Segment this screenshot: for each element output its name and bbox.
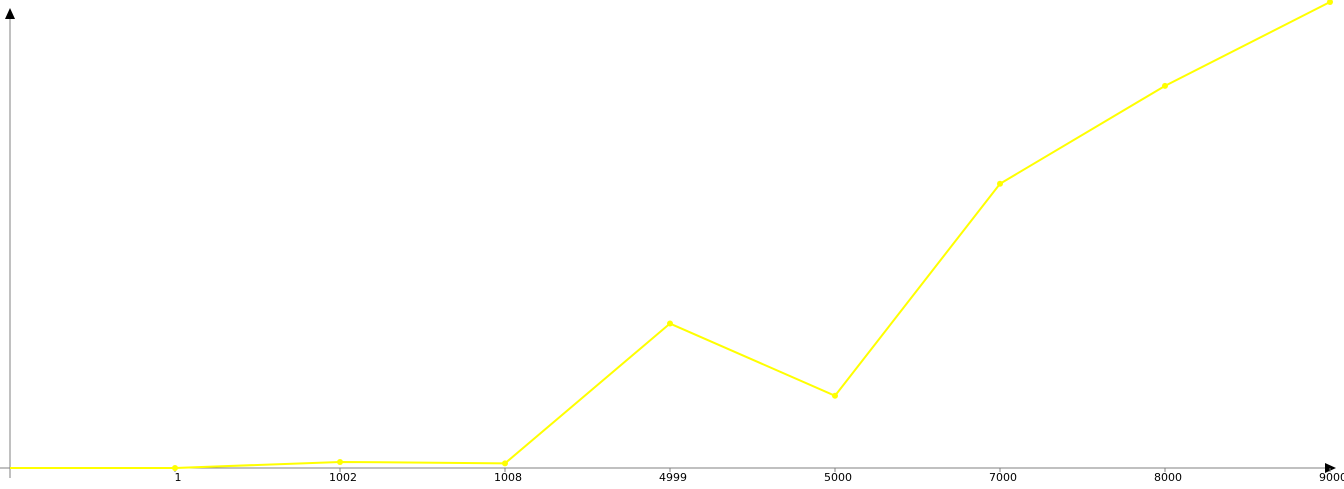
axes bbox=[0, 8, 1336, 478]
x-tick-labels: 1 1002 1008 4999 5000 7000 8000 9000 bbox=[175, 471, 1344, 484]
x-tick-label: 5000 bbox=[824, 471, 852, 484]
data-point[interactable] bbox=[997, 180, 1003, 187]
data-point[interactable] bbox=[1162, 82, 1168, 89]
x-tick-label: 7000 bbox=[989, 471, 1017, 484]
series-group bbox=[10, 0, 1333, 471]
x-tick-label: 1 bbox=[175, 471, 182, 484]
x-tick-label: 8000 bbox=[1154, 471, 1182, 484]
x-tick-label: 1008 bbox=[494, 471, 522, 484]
data-point[interactable] bbox=[172, 465, 178, 471]
series-line bbox=[10, 1, 1331, 469]
x-tick-label: 1002 bbox=[329, 471, 357, 484]
x-tick-label: 9000 bbox=[1319, 471, 1344, 484]
data-point[interactable] bbox=[502, 460, 508, 467]
data-point[interactable] bbox=[832, 392, 838, 399]
data-point[interactable] bbox=[1327, 0, 1333, 5]
x-tick-label: 4999 bbox=[659, 471, 687, 484]
y-axis-arrow bbox=[5, 8, 15, 19]
data-point[interactable] bbox=[337, 458, 343, 465]
data-point[interactable] bbox=[667, 320, 673, 327]
